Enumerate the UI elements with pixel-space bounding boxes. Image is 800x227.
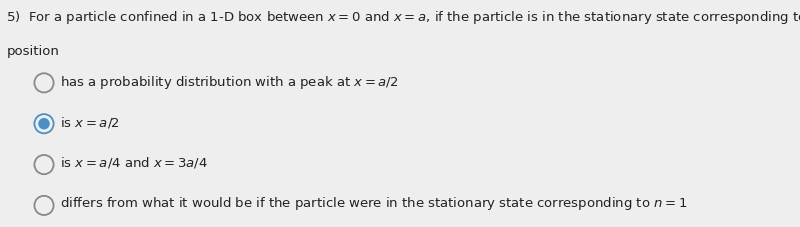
Text: differs from what it would be if the particle were in the stationary state corre: differs from what it would be if the par…: [60, 195, 687, 212]
Text: 5)  For a particle confined in a 1-D box between $x = 0$ and $x = a$, if the par: 5) For a particle confined in a 1-D box …: [6, 9, 800, 26]
Text: is $x = a/2$: is $x = a/2$: [60, 115, 120, 130]
Text: has a probability distribution with a peak at $x = a/2$: has a probability distribution with a pe…: [60, 74, 399, 91]
Text: position: position: [6, 45, 59, 58]
Ellipse shape: [38, 118, 50, 129]
Text: is $x = a/4$ and $x = 3a/4$: is $x = a/4$ and $x = 3a/4$: [60, 155, 208, 170]
